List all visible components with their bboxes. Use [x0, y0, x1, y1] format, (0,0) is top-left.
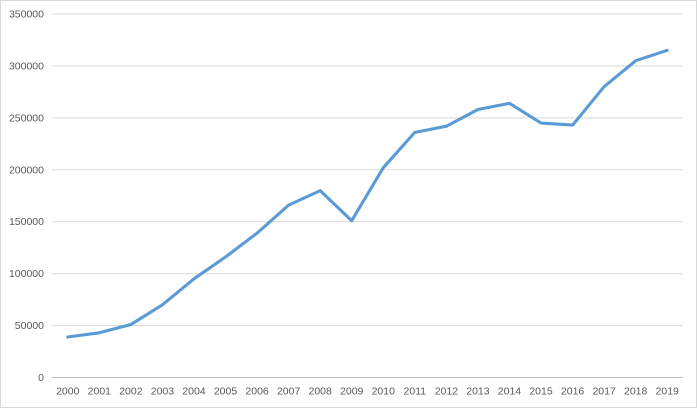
- x-tick-label: 2018: [624, 386, 648, 398]
- x-tick-label: 2015: [529, 386, 553, 398]
- x-tick-label: 2001: [88, 386, 112, 398]
- y-tick-label: 150000: [9, 216, 44, 228]
- gridlines: [52, 13, 683, 378]
- x-tick-label: 2012: [435, 386, 459, 398]
- y-tick-label: 100000: [9, 268, 44, 280]
- x-tick-label: 2003: [151, 386, 175, 398]
- x-tick-label: 2013: [466, 386, 490, 398]
- x-tick-label: 2014: [498, 386, 522, 398]
- x-tick-label: 2007: [277, 386, 301, 398]
- y-tick-label: 300000: [9, 60, 44, 72]
- x-tick-label: 2017: [592, 386, 616, 398]
- data-series: [66, 48, 669, 339]
- y-axis-tick-labels: 0 50000 100000 150000 200000 250000 300000 3500…: [9, 9, 44, 385]
- x-tick-label: 2010: [372, 386, 396, 398]
- x-tick-label: 2016: [561, 386, 585, 398]
- x-tick-label: 2002: [119, 386, 143, 398]
- y-tick-label: 350000: [9, 9, 44, 21]
- x-tick-label: 2004: [182, 386, 206, 398]
- y-tick-label: 250000: [9, 112, 44, 124]
- y-tick-label: 0: [38, 372, 44, 384]
- x-tick-label: 2019: [656, 386, 680, 398]
- y-tick-label: 50000: [15, 320, 44, 332]
- x-axis-tick-labels: 2000 2001 2002 2003 2004 2005 2006 2007 2008 2009…: [56, 386, 679, 398]
- y-tick-label: 200000: [9, 164, 44, 176]
- x-tick-label: 2005: [214, 386, 238, 398]
- x-tick-label: 2006: [245, 386, 269, 398]
- x-tick-label: 2009: [340, 386, 364, 398]
- x-tick-label: 2000: [56, 386, 80, 398]
- series-line: [66, 48, 669, 339]
- x-tick-label: 2011: [404, 386, 427, 398]
- x-tick-label: 2008: [308, 386, 332, 398]
